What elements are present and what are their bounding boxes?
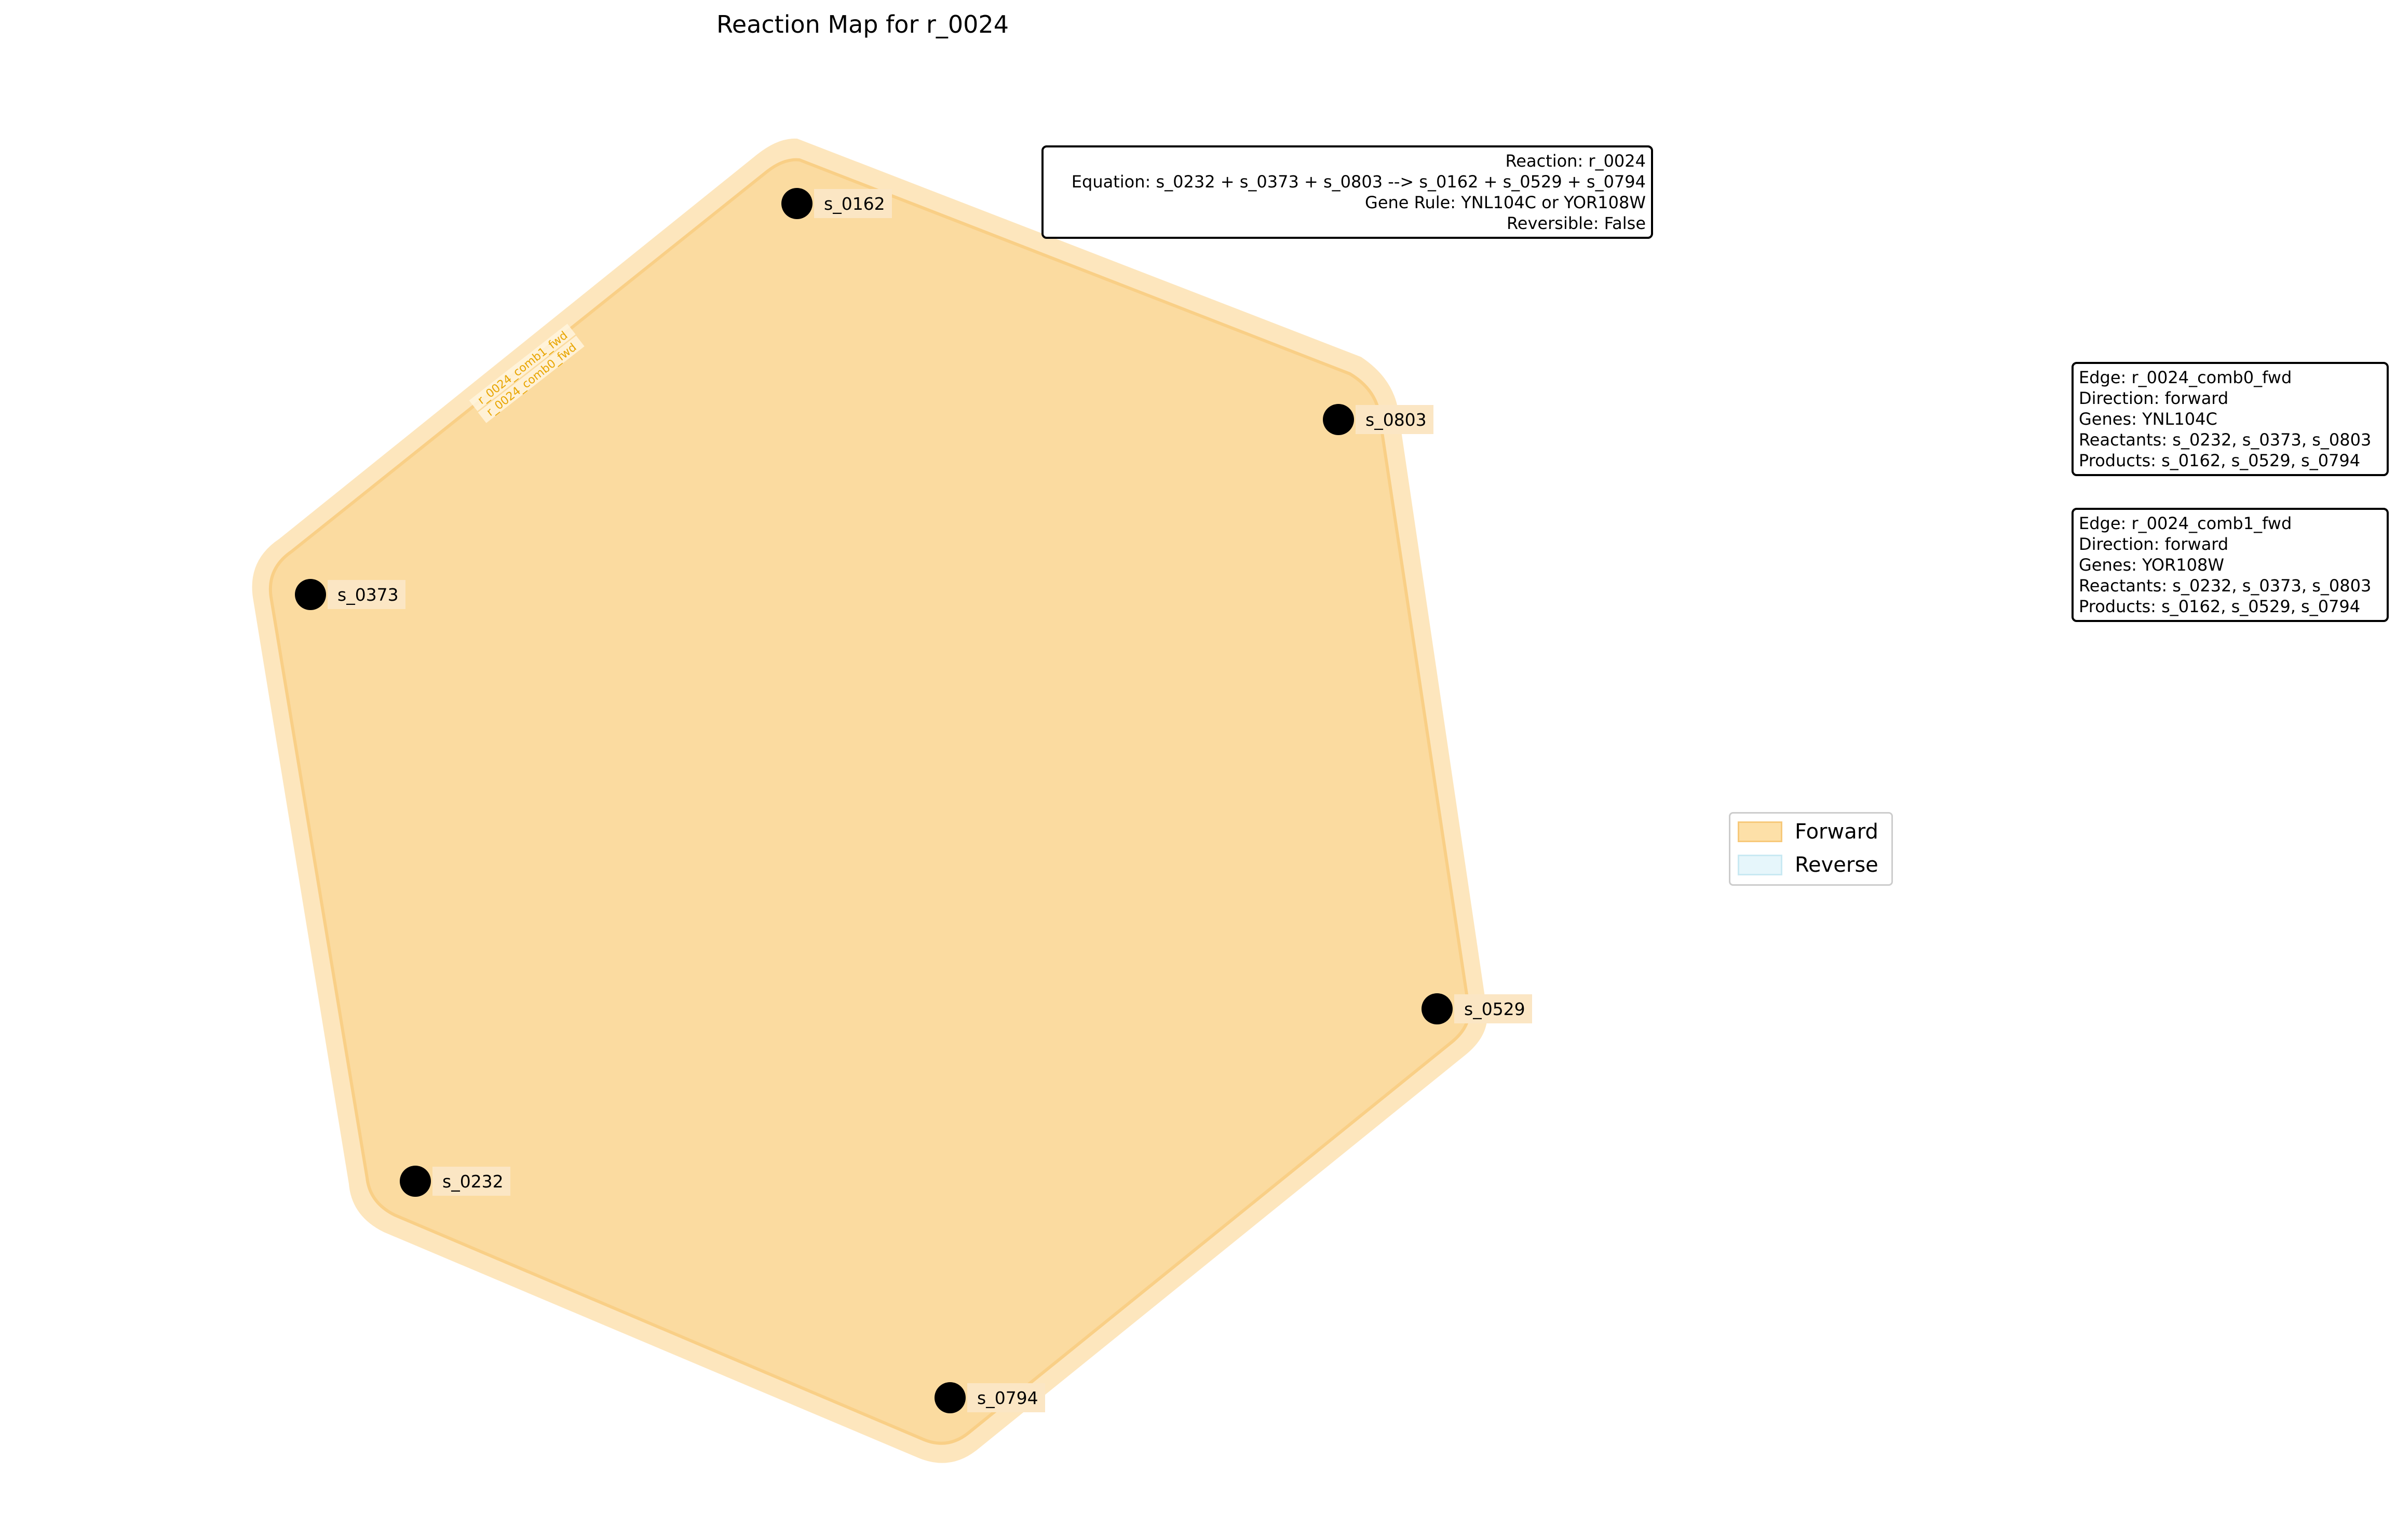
hyperedge-label-background [469,323,576,411]
node-label-background [814,189,892,218]
legend: Forward Reverse [1729,812,1893,886]
diagram-title: Reaction Map for r_0024 [716,10,1009,38]
legend-label-reverse: Reverse [1795,853,1878,877]
edge-name-line: Edge: r_0024_comb0_fwd [2079,368,2292,387]
node-layer: s_0162 s_0803 s_0373 s_0529 s_0232 s_0794 [295,188,1532,1413]
reaction-gene-rule-line: Gene Rule: YNL104C or YOR108W [1365,193,1646,212]
node-label-background [967,1383,1045,1412]
node-label: s_0529 [1464,999,1525,1019]
reaction-id-line: Reaction: r_0024 [1505,151,1646,171]
reaction-info-box: Reaction: r_0024 Equation: s_0232 + s_03… [1041,145,1653,239]
edge-genes-line: Genes: YNL104C [2079,409,2217,429]
legend-swatch-reverse [1738,855,1782,875]
legend-item-reverse: Reverse [1738,853,1878,877]
node-marker[interactable] [781,188,813,219]
metabolite-node[interactable]: s_0803 [1323,404,1433,435]
reaction-reversible-line: Reversible: False [1507,213,1646,233]
hyperedge-label-background [478,335,585,423]
node-marker[interactable] [935,1382,966,1413]
metabolite-node[interactable]: s_0232 [400,1166,510,1197]
node-marker[interactable] [400,1166,431,1197]
edge-reactants-line: Reactants: s_0232, s_0373, s_0803 [2079,576,2372,596]
node-label-background [1454,994,1532,1023]
node-marker[interactable] [295,579,326,610]
edge-products-line: Products: s_0162, s_0529, s_0794 [2079,451,2361,470]
node-label: s_0162 [824,194,885,214]
edge-info-box-comb1: Edge: r_0024_comb1_fwd Direction: forwar… [2072,508,2389,622]
legend-item-forward: Forward [1738,820,1878,844]
edge-name-line: Edge: r_0024_comb1_fwd [2079,514,2292,533]
metabolite-node[interactable]: s_0794 [935,1382,1045,1413]
node-label: s_0794 [977,1388,1038,1408]
edge-reactants-line: Reactants: s_0232, s_0373, s_0803 [2079,430,2372,450]
edge-products-line: Products: s_0162, s_0529, s_0794 [2079,597,2361,616]
metabolite-node[interactable]: s_0373 [295,579,405,610]
metabolite-node[interactable]: s_0529 [1422,993,1532,1024]
node-label-background [1356,405,1433,434]
node-label: s_0232 [442,1171,504,1192]
edge-direction-line: Direction: forward [2079,388,2229,408]
node-label: s_0373 [337,585,399,605]
edge-genes-line: Genes: YOR108W [2079,555,2225,575]
node-marker[interactable] [1422,993,1453,1024]
edge-info-box-comb0: Edge: r_0024_comb0_fwd Direction: forwar… [2072,362,2389,476]
legend-swatch-forward [1738,821,1782,842]
node-label: s_0803 [1365,410,1427,430]
node-label-background [432,1167,510,1196]
metabolite-node[interactable]: s_0162 [781,188,892,219]
edge-direction-line: Direction: forward [2079,534,2229,554]
reaction-equation-line: Equation: s_0232 + s_0373 + s_0803 --> s… [1071,172,1646,192]
node-marker[interactable] [1323,404,1354,435]
node-label-background [328,580,405,609]
legend-label-forward: Forward [1795,820,1878,844]
